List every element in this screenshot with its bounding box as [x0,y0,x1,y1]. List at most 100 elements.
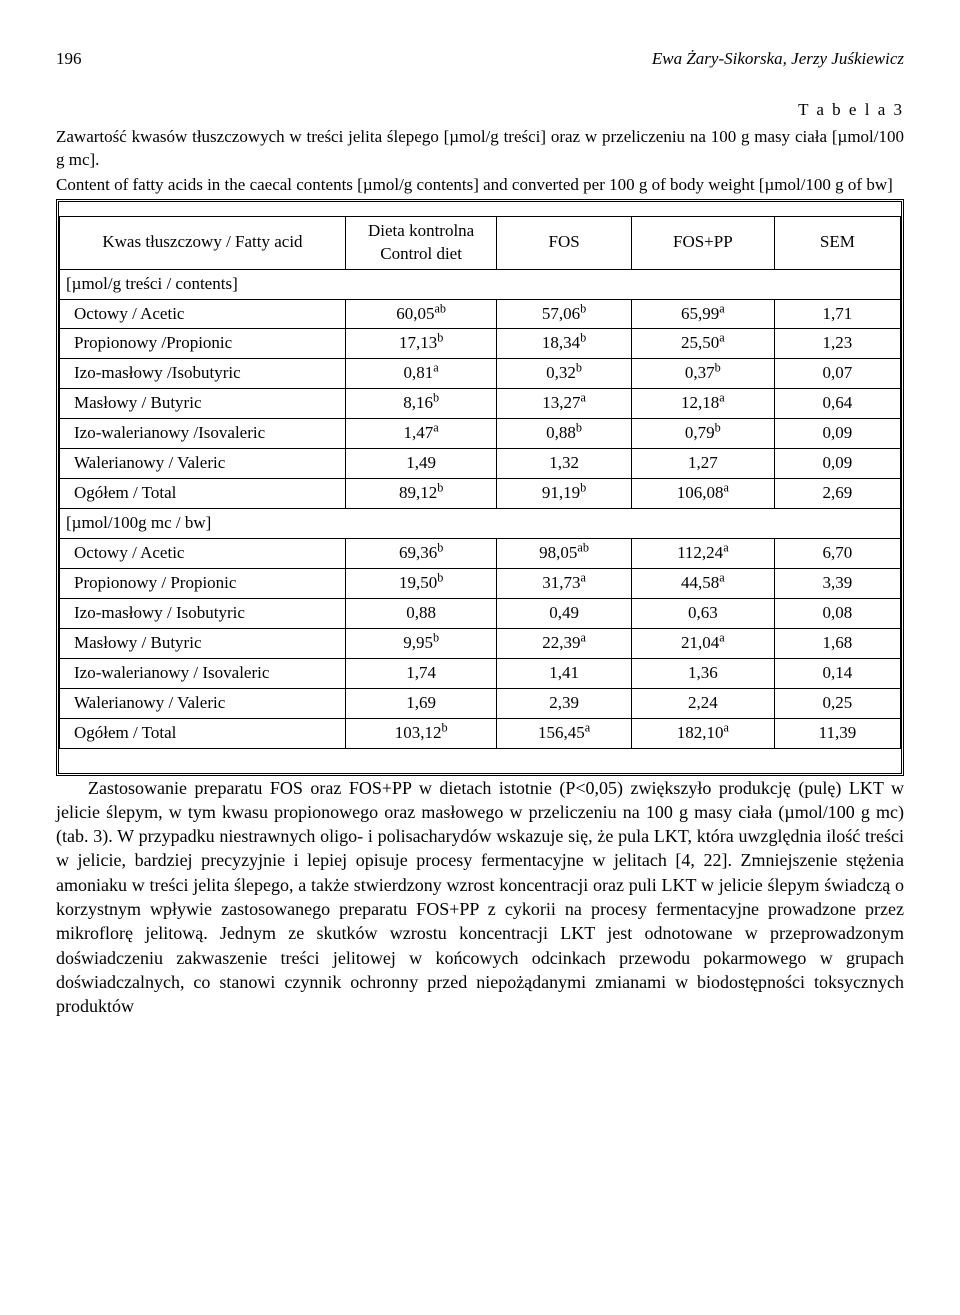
table-caption-pl: Zawartość kwasów tłuszczowych w treści j… [56,126,904,172]
table-cell: 60,05ab [345,299,496,329]
col-control: Dieta kontrolna Control diet [345,216,496,269]
row-label: Walerianowy / Valeric [60,688,346,718]
table-cell: 44,58a [631,568,774,598]
table-cell: 112,24a [631,539,774,569]
row-label: Izo-masłowy /Isobutyric [60,359,346,389]
row-label: Ogółem / Total [60,718,346,748]
table-section-row: [µmol/g treści / contents] [60,269,901,299]
table-cell: 19,50b [345,568,496,598]
table-cell: 1,69 [345,688,496,718]
table-cell: 0,63 [631,598,774,628]
table-cell: 182,10a [631,718,774,748]
table-row: Ogółem / Total103,12b156,45a182,10a11,39 [60,718,901,748]
table-cell: 8,16b [345,389,496,419]
table-cell: 0,37b [631,359,774,389]
table-cell: 0,14 [774,658,900,688]
table-cell: 6,70 [774,539,900,569]
row-label: Ogółem / Total [60,479,346,509]
table-cell: 22,39a [497,628,632,658]
row-label: Octowy / Acetic [60,539,346,569]
table-row: Octowy / Acetic69,36b98,05ab112,24a6,70 [60,539,901,569]
header-authors: Ewa Żary-Sikorska, Jerzy Juśkiewicz [652,48,904,71]
table-cell: 156,45a [497,718,632,748]
table-cell: 2,24 [631,688,774,718]
table-cell: 0,32b [497,359,632,389]
table-cell: 0,25 [774,688,900,718]
table-cell: 65,99a [631,299,774,329]
page-number: 196 [56,48,82,71]
row-label: Walerianowy / Valeric [60,449,346,479]
fatty-acids-table: Kwas tłuszczowy / Fatty acid Dieta kontr… [59,216,901,749]
body-paragraph: Zastosowanie preparatu FOS oraz FOS+PP w… [56,776,904,1019]
table-cell: 1,71 [774,299,900,329]
table-row: Izo-walerianowy /Isovaleric1,47a0,88b0,7… [60,419,901,449]
table-row: Izo-masłowy /Isobutyric0,81a0,32b0,37b0,… [60,359,901,389]
table-cell: 2,39 [497,688,632,718]
table-cell: 91,19b [497,479,632,509]
row-label: Masłowy / Butyric [60,628,346,658]
col-fos: FOS [497,216,632,269]
table-cell: 57,06b [497,299,632,329]
table-cell: 0,64 [774,389,900,419]
table-row: Izo-masłowy / Isobutyric0,880,490,630,08 [60,598,901,628]
table-cell: 1,68 [774,628,900,658]
table-cell: 0,79b [631,419,774,449]
row-label: Izo-walerianowy /Isovaleric [60,419,346,449]
table-cell: 0,09 [774,419,900,449]
table-section-row: [µmol/100g mc / bw] [60,509,901,539]
table-cell: 1,47a [345,419,496,449]
table-cell: 21,04a [631,628,774,658]
table-cell: 9,95b [345,628,496,658]
table-row: Izo-walerianowy / Isovaleric1,741,411,36… [60,658,901,688]
table-cell: 0,09 [774,449,900,479]
table-row: Masłowy / Butyric8,16b13,27a12,18a0,64 [60,389,901,419]
row-label: Masłowy / Butyric [60,389,346,419]
table-row: Propionowy / Propionic19,50b31,73a44,58a… [60,568,901,598]
running-header: 196 Ewa Żary-Sikorska, Jerzy Juśkiewicz [56,48,904,71]
col-acid: Kwas tłuszczowy / Fatty acid [60,216,346,269]
table-body: [µmol/g treści / contents]Octowy / Aceti… [60,269,901,748]
row-label: Izo-masłowy / Isobutyric [60,598,346,628]
table-section-cell: [µmol/g treści / contents] [60,269,901,299]
table-cell: 69,36b [345,539,496,569]
table-cell: 1,32 [497,449,632,479]
table-cell: 1,49 [345,449,496,479]
table-cell: 25,50a [631,329,774,359]
table-cell: 1,36 [631,658,774,688]
table-header-row: Kwas tłuszczowy / Fatty acid Dieta kontr… [60,216,901,269]
table-cell: 103,12b [345,718,496,748]
table-cell: 2,69 [774,479,900,509]
table-inner-frame: Kwas tłuszczowy / Fatty acid Dieta kontr… [58,201,902,774]
table-cell: 1,27 [631,449,774,479]
table-row: Walerianowy / Valeric1,491,321,270,09 [60,449,901,479]
col-sem: SEM [774,216,900,269]
row-label: Izo-walerianowy / Isovaleric [60,658,346,688]
col-control-line2: Control diet [354,243,488,266]
table-cell: 13,27a [497,389,632,419]
table-cell: 89,12b [345,479,496,509]
table-cell: 0,88b [497,419,632,449]
table-cell: 98,05ab [497,539,632,569]
table-outer-frame: Kwas tłuszczowy / Fatty acid Dieta kontr… [56,199,904,776]
col-control-line1: Dieta kontrolna [354,220,488,243]
table-cell: 0,88 [345,598,496,628]
table-cell: 12,18a [631,389,774,419]
table-cell: 1,23 [774,329,900,359]
table-cell: 31,73a [497,568,632,598]
table-row: Octowy / Acetic60,05ab57,06b65,99a1,71 [60,299,901,329]
row-label: Propionowy /Propionic [60,329,346,359]
table-label: T a b e l a 3 [56,99,904,122]
table-cell: 11,39 [774,718,900,748]
table-cell: 18,34b [497,329,632,359]
table-cell: 0,08 [774,598,900,628]
table-row: Masłowy / Butyric9,95b22,39a21,04a1,68 [60,628,901,658]
table-cell: 0,07 [774,359,900,389]
table-row: Walerianowy / Valeric1,692,392,240,25 [60,688,901,718]
table-section-cell: [µmol/100g mc / bw] [60,509,901,539]
table-row: Ogółem / Total89,12b91,19b106,08a2,69 [60,479,901,509]
table-cell: 0,49 [497,598,632,628]
table-row: Propionowy /Propionic17,13b18,34b25,50a1… [60,329,901,359]
table-cell: 1,74 [345,658,496,688]
paragraph-text: Zastosowanie preparatu FOS oraz FOS+PP w… [56,778,904,1017]
table-cell: 3,39 [774,568,900,598]
